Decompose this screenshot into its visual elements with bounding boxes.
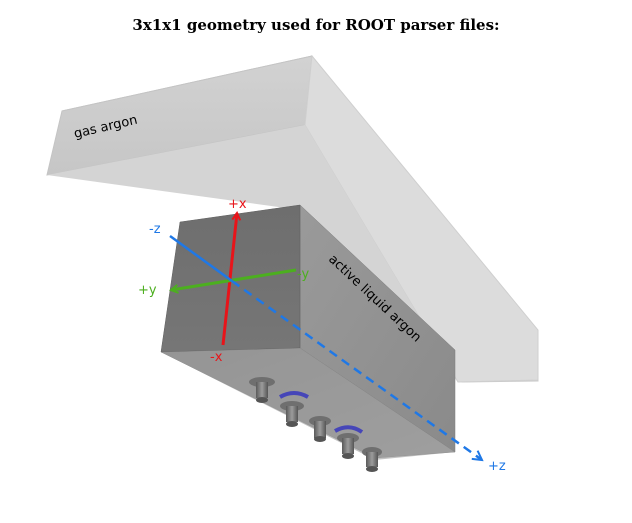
minus-x-label: -x xyxy=(210,350,223,365)
diagram-title: 3x1x1 geometry used for ROOT parser file… xyxy=(132,16,500,34)
pmt-2 xyxy=(280,401,304,427)
minus-z-label: -z xyxy=(149,222,161,237)
plus-y-label: +y xyxy=(138,283,157,298)
z-axis-dashed xyxy=(231,279,482,460)
light-guide-arc-1 xyxy=(279,391,309,399)
gas-argon-volume xyxy=(46,54,539,383)
pmt-1 xyxy=(249,377,275,403)
y-axis-line xyxy=(171,268,297,290)
minus-y-label: -y xyxy=(297,267,309,282)
light-guide-arc-2 xyxy=(334,425,364,434)
z-axis-solid xyxy=(169,234,233,283)
pmt-3 xyxy=(309,416,331,442)
pmt-array xyxy=(249,377,382,472)
pmt-5 xyxy=(362,447,382,472)
plus-z-label: +z xyxy=(488,459,506,474)
pmt-4 xyxy=(337,433,359,459)
plus-x-label: +x xyxy=(228,197,247,212)
